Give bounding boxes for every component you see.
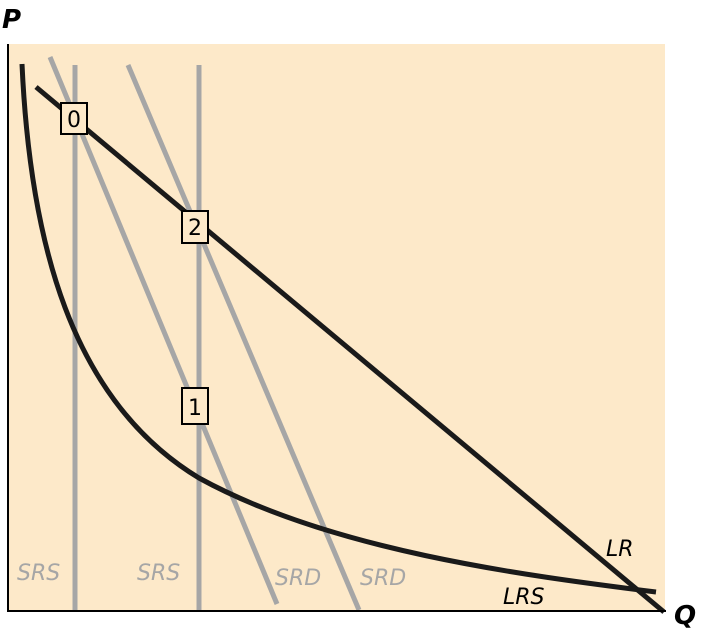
point-1-marker: 1: [181, 387, 209, 425]
srd-right-line: [125, 64, 362, 611]
x-axis-label: Q: [674, 601, 696, 630]
point-0-label: 0: [67, 108, 81, 133]
point-2-label: 2: [188, 216, 202, 241]
srs-left-label: SRS: [17, 561, 60, 586]
srd-left-label: SRD: [275, 566, 321, 591]
point-0-marker: 0: [60, 102, 88, 135]
plot-background: [8, 44, 665, 610]
srs-right-label: SRS: [137, 561, 180, 586]
point-2-marker: 2: [181, 210, 209, 244]
y-axis-label: P: [2, 5, 21, 35]
lr-line: [34, 85, 666, 614]
srd-right-label: SRD: [360, 566, 406, 591]
lrs-curve: [19, 63, 657, 595]
lr-label: LR: [606, 537, 634, 562]
srd-left-line: [47, 56, 280, 605]
lrs-label: LRS: [503, 585, 545, 610]
point-1-label: 1: [188, 396, 202, 421]
